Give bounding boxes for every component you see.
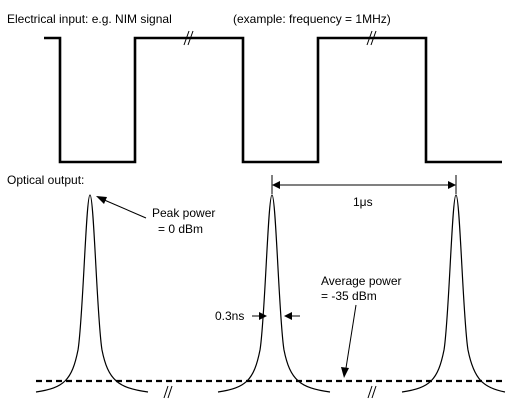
baseline-break-mark-2 [367, 385, 377, 399]
pulse-width-arrow-left [252, 312, 267, 320]
pulse-width-label: 0.3ns [215, 309, 244, 323]
pulse-width-arrow-right [284, 312, 300, 320]
optical-pulse-3 [401, 194, 506, 393]
optical-pulse-2 [217, 194, 331, 393]
average-power-label-line2: = -35 dBm [321, 289, 377, 303]
peak-power-arrow [96, 196, 147, 219]
wave-break-mark-2 [366, 30, 377, 46]
period-dimension [271, 175, 457, 194]
frequency-example-label: (example: frequency = 1MHz) [233, 12, 391, 26]
average-power-arrow [341, 304, 357, 378]
peak-power-label-line1: Peak power [152, 206, 215, 220]
period-label: 1μs [353, 195, 373, 209]
baseline-break-mark-1 [163, 385, 173, 399]
peak-power-label-line2: = 0 dBm [158, 222, 203, 236]
optical-output-label: Optical output: [7, 173, 84, 187]
electrical-input-label: Electrical input: e.g. NIM signal [7, 12, 172, 26]
electrical-square-wave [44, 36, 502, 164]
average-power-label-line1: Average power [321, 274, 402, 288]
wave-break-mark-1 [183, 30, 194, 46]
optical-pulse-1 [35, 194, 149, 393]
